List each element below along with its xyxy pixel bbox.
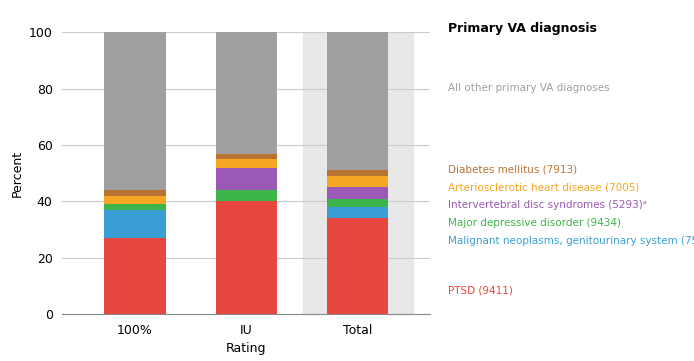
Bar (104, 196, 166, 204)
Bar (104, 204, 166, 210)
Bar (104, 210, 166, 238)
Bar (216, 32, 277, 153)
Bar (327, 187, 389, 199)
Bar (216, 153, 277, 159)
Bar (327, 207, 389, 218)
Bar (216, 190, 277, 201)
Bar (327, 199, 389, 207)
Text: Arteriosclerotic heart disease (7005): Arteriosclerotic heart disease (7005) (448, 182, 639, 192)
Bar (327, 21, 389, 170)
Text: All other primary VA diagnoses: All other primary VA diagnoses (448, 83, 609, 93)
Bar (104, 32, 166, 190)
Bar (104, 190, 166, 196)
Bar (327, 176, 389, 187)
Bar (104, 238, 166, 314)
Text: Primary VA diagnosis: Primary VA diagnosis (448, 22, 597, 35)
Y-axis label: Percent: Percent (10, 150, 24, 197)
Bar (216, 201, 277, 314)
Text: Diabetes mellitus (7913): Diabetes mellitus (7913) (448, 164, 577, 174)
Bar (216, 159, 277, 168)
Text: Intervertebral disc syndromes (5293)ᵃ: Intervertebral disc syndromes (5293)ᵃ (448, 200, 646, 210)
Bar (216, 168, 277, 190)
Text: PTSD (9411): PTSD (9411) (448, 285, 512, 295)
X-axis label: Rating: Rating (226, 342, 266, 355)
Bar (327, 170, 389, 176)
Text: Major depressive disorder (9434): Major depressive disorder (9434) (448, 218, 620, 229)
Bar (303, 32, 413, 314)
Text: Malignant neoplasms, genitourinary system (7528): Malignant neoplasms, genitourinary syste… (448, 236, 694, 247)
Bar (327, 218, 389, 314)
